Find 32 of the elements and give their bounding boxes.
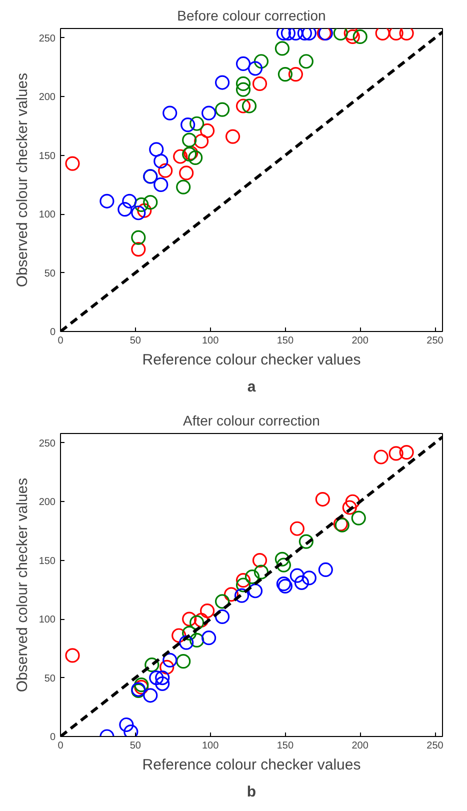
x-tick-label: 150 [276,740,294,752]
y-tick-label: 50 [44,268,56,280]
text: b [246,784,256,800]
x-tick-label: 250 [426,336,444,346]
text: a [247,378,256,396]
x-tick-label: 100 [202,336,220,346]
y-axis-title: Observed colour checker values [14,478,31,692]
x-tick-label: 250 [426,740,444,752]
x-tick-label: 50 [130,740,142,752]
chart-title: After colour correction [183,412,320,428]
y-tick-label: 150 [38,150,56,162]
y-tick-label: 150 [38,556,56,567]
x-tick-label: 0 [58,336,64,346]
x-tick-label: 50 [130,336,142,346]
x-tick-label: 200 [352,740,369,752]
x-tick-label: 0 [58,740,64,752]
x-axis-title: Reference colour checker values [142,352,361,368]
y-tick-label: 0 [50,732,56,743]
y-axis-title: Observed colour checker values [14,72,31,288]
x-tick-label: 150 [276,336,294,346]
y-tick-label: 100 [38,614,56,626]
y-tick-label: 250 [38,438,56,450]
chart-title: Before colour correction [177,8,326,24]
x-tick-label: 100 [202,740,220,752]
x-tick-label: 200 [352,336,369,346]
y-tick-label: 200 [38,92,56,104]
y-tick-label: 200 [38,497,56,508]
x-axis-title: Reference colour checker values [142,756,361,774]
y-tick-label: 100 [38,210,56,221]
y-tick-label: 0 [50,327,56,338]
y-tick-label: 250 [38,33,56,44]
y-tick-label: 50 [44,673,56,684]
